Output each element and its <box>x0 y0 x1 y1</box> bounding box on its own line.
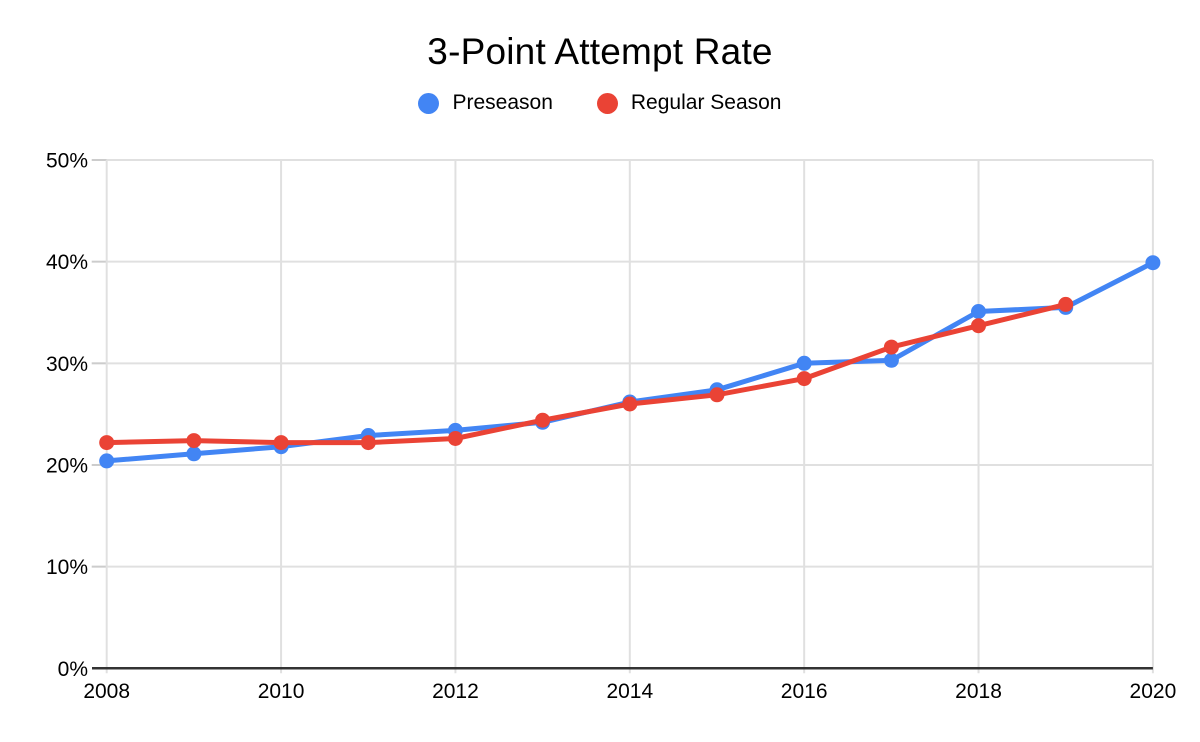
data-point-1 <box>796 371 812 387</box>
x-axis-label: 2020 <box>1130 680 1177 703</box>
data-point-1 <box>1058 296 1074 312</box>
y-axis-label: 10% <box>46 556 88 579</box>
data-point-1 <box>273 435 289 451</box>
data-point-0 <box>99 453 115 469</box>
data-point-0 <box>273 439 289 455</box>
data-point-1 <box>622 396 638 412</box>
data-point-0 <box>1058 299 1074 315</box>
data-point-0 <box>360 428 376 443</box>
legend-swatch-regular-season-icon <box>596 92 618 114</box>
data-point-0 <box>796 355 812 371</box>
data-point-1 <box>535 412 551 428</box>
data-point-1 <box>709 387 725 403</box>
data-point-0 <box>709 382 725 398</box>
data-point-1 <box>447 431 463 446</box>
x-axis-label: 2016 <box>781 680 828 703</box>
data-point-1 <box>186 433 202 449</box>
y-axis-label: 30% <box>46 353 88 376</box>
x-axis-label: 2014 <box>606 680 653 703</box>
series-line-1 <box>104 301 1069 446</box>
x-axis-label: 2012 <box>432 680 479 703</box>
data-point-0 <box>535 414 551 430</box>
y-axis-label: 0% <box>58 658 88 681</box>
data-point-0 <box>447 422 463 438</box>
series-line-0 <box>104 260 1156 464</box>
data-point-0 <box>1145 255 1161 271</box>
legend-label-regular-season: Regular Season <box>630 91 782 114</box>
data-point-1 <box>360 435 376 451</box>
chart-legend: Preseason Regular Season <box>0 90 1200 116</box>
legend-label-preseason: Preseason <box>452 91 553 114</box>
data-point-0 <box>883 352 899 368</box>
y-axis-label: 40% <box>46 251 88 274</box>
data-point-1 <box>971 318 986 334</box>
data-point-0 <box>622 394 638 410</box>
chart-title: 3-Point Attempt Rate <box>427 31 773 72</box>
x-axis-label: 2018 <box>955 680 1002 703</box>
y-axis-label: 50% <box>46 150 88 173</box>
data-point-0 <box>186 446 202 462</box>
legend-item-preseason: Preseason <box>418 91 553 115</box>
y-axis-label: 20% <box>46 454 88 477</box>
legend-swatch-preseason-icon <box>418 92 440 114</box>
data-point-1 <box>99 435 115 451</box>
data-point-1 <box>883 339 899 355</box>
data-point-0 <box>971 304 986 319</box>
x-axis-label: 2008 <box>83 680 130 703</box>
x-axis-label: 2010 <box>258 680 305 703</box>
legend-item-regular-season: Regular Season <box>596 91 782 115</box>
